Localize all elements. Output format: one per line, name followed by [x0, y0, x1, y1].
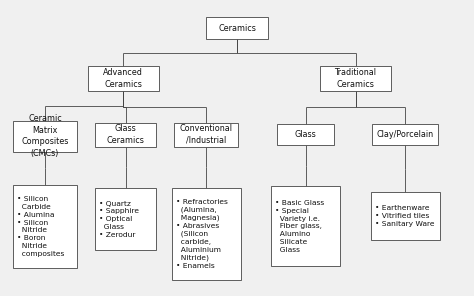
FancyBboxPatch shape	[13, 121, 77, 152]
Text: • Refractories
  (Alumina,
  Magnesia)
• Abrasives
  (Silicon
  carbide,
  Alumi: • Refractories (Alumina, Magnesia) • Abr…	[175, 199, 228, 269]
FancyBboxPatch shape	[320, 66, 391, 91]
FancyBboxPatch shape	[174, 123, 238, 147]
FancyBboxPatch shape	[277, 124, 334, 145]
FancyBboxPatch shape	[95, 123, 156, 147]
Text: • Basic Glass
• Special
  Variety i.e.
  Fiber glass,
  Alumino
  Silicate
  Gla: • Basic Glass • Special Variety i.e. Fib…	[275, 200, 324, 253]
FancyBboxPatch shape	[371, 192, 439, 240]
Text: Conventional
/Industrial: Conventional /Industrial	[180, 124, 233, 145]
FancyBboxPatch shape	[206, 17, 268, 39]
FancyBboxPatch shape	[88, 66, 159, 91]
FancyBboxPatch shape	[13, 185, 77, 268]
FancyBboxPatch shape	[172, 188, 240, 280]
Text: Ceramic
Matrix
Composites
(CMCs): Ceramic Matrix Composites (CMCs)	[21, 115, 69, 158]
Text: • Quartz
• Sapphire
• Optical
  Glass
• Zerodur: • Quartz • Sapphire • Optical Glass • Ze…	[99, 201, 138, 237]
Text: • Earthenware
• Vitrified tiles
• Sanitary Ware: • Earthenware • Vitrified tiles • Sanita…	[374, 205, 434, 227]
FancyBboxPatch shape	[271, 186, 340, 266]
Text: Clay/Porcelain: Clay/Porcelain	[377, 130, 434, 139]
FancyBboxPatch shape	[95, 188, 156, 250]
Text: Traditional
Ceramics: Traditional Ceramics	[335, 68, 376, 89]
Text: Glass
Ceramics: Glass Ceramics	[107, 124, 145, 145]
Text: Glass: Glass	[295, 130, 317, 139]
FancyBboxPatch shape	[372, 124, 438, 145]
Text: Ceramics: Ceramics	[218, 24, 256, 33]
Text: • Silicon
  Carbide
• Alumina
• Silicon
  Nitride
• Boron
  Nitride
  composites: • Silicon Carbide • Alumina • Silicon Ni…	[17, 196, 64, 257]
Text: Advanced
Ceramics: Advanced Ceramics	[103, 68, 143, 89]
